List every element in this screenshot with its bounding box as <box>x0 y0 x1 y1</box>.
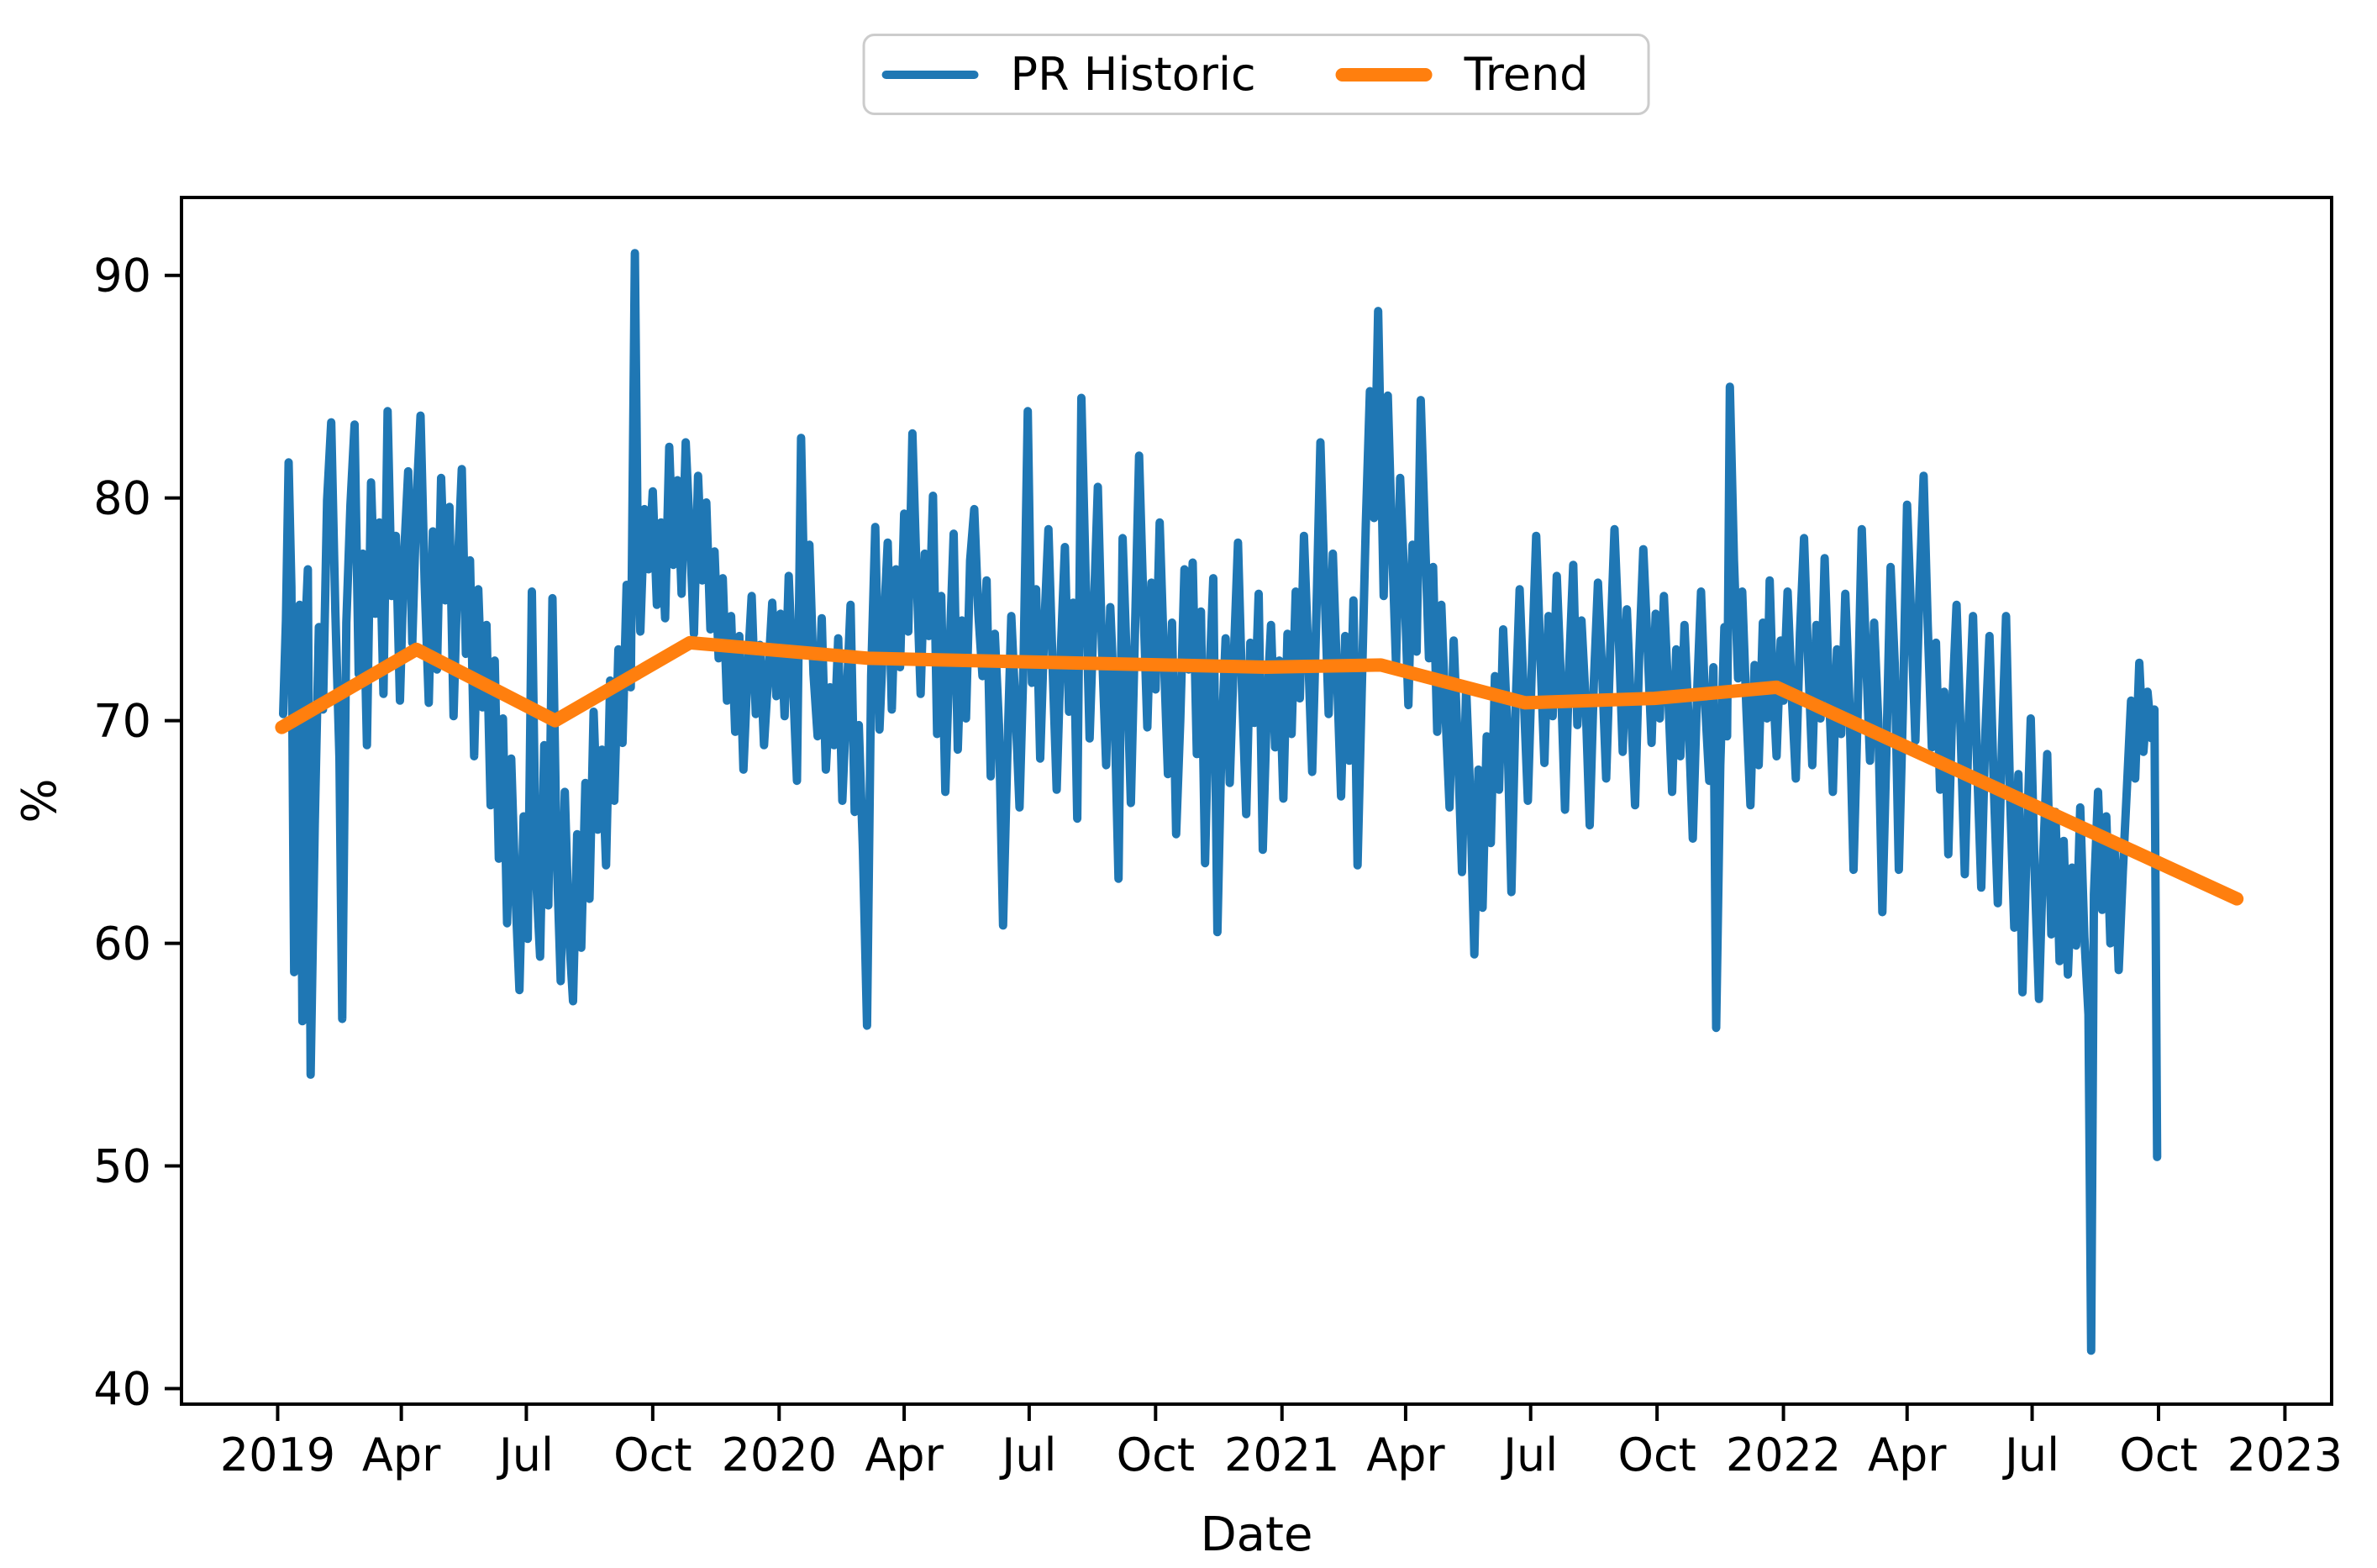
legend-label-pr-historic: PR Historic <box>1010 47 1256 101</box>
x-tick-label: 2022 <box>1726 1429 1841 1481</box>
x-tick-label: Oct <box>2119 1429 2197 1481</box>
y-tick-label: 50 <box>93 1140 151 1193</box>
x-axis-label: Date <box>1201 1507 1313 1562</box>
legend-item-pr-historic: PR Historic <box>881 47 1256 101</box>
x-tick-label: 2020 <box>722 1429 837 1481</box>
y-tick-label: 40 <box>93 1362 151 1415</box>
legend: PR Historic Trend <box>862 34 1650 115</box>
x-tick-label: 2019 <box>220 1429 335 1481</box>
series-line-trend <box>275 635 2244 906</box>
x-tick-label: Jul <box>2002 1429 2059 1481</box>
plot-frame <box>180 196 2333 1406</box>
trend-line-sample-icon <box>1335 67 1433 82</box>
x-tick-label: 2021 <box>1224 1429 1339 1481</box>
x-tick-label: Oct <box>613 1429 692 1481</box>
y-tick-label: 70 <box>93 695 151 748</box>
y-axis-label: % <box>13 778 67 823</box>
x-tick-label: Oct <box>1617 1429 1696 1481</box>
x-tick-label: Jul <box>999 1429 1056 1481</box>
y-tick-label: 80 <box>93 472 151 525</box>
x-tick-label: Oct <box>1117 1429 1195 1481</box>
x-tick-label: Apr <box>362 1429 441 1481</box>
legend-label-trend: Trend <box>1464 47 1589 101</box>
legend-item-trend: Trend <box>1335 47 1589 101</box>
x-tick-label: Jul <box>497 1429 554 1481</box>
y-tick-label: 90 <box>93 250 151 303</box>
x-tick-label: Apr <box>865 1429 944 1481</box>
series-line-pr-historic <box>279 249 2162 1355</box>
y-tick-label: 60 <box>93 918 151 971</box>
x-tick-label: 2023 <box>2227 1429 2343 1481</box>
pr-historic-line-sample-icon <box>881 70 979 79</box>
x-tick-label: Apr <box>1868 1429 1947 1481</box>
x-tick-label: Apr <box>1366 1429 1445 1481</box>
x-tick-label: Jul <box>1501 1429 1558 1481</box>
